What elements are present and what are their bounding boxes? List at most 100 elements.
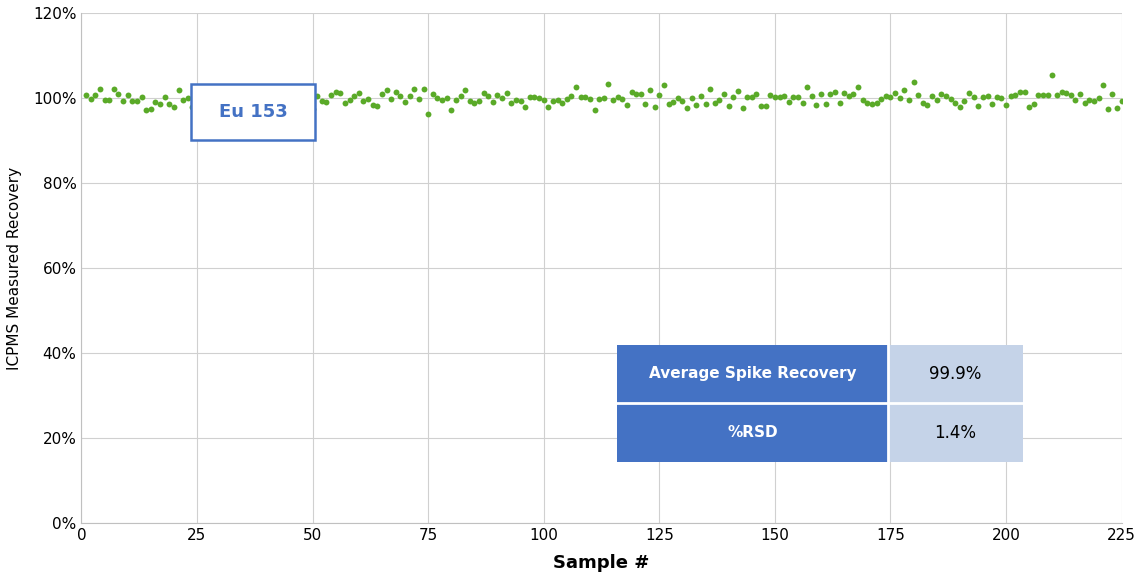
Point [890,94,909,103]
Point [553,98,572,108]
Text: %RSD: %RSD [727,425,777,440]
Point [207,97,225,107]
Point [517,102,535,112]
Point [784,93,802,102]
Text: Eu 153: Eu 153 [218,104,287,122]
Point [599,79,617,89]
Point [872,94,890,104]
Point [909,90,927,100]
Point [558,95,576,104]
Point [687,100,705,109]
Point [757,101,775,111]
Point [266,93,285,102]
Point [646,102,664,111]
Point [766,92,784,101]
Point [461,97,479,106]
Point [497,88,515,97]
Point [868,98,886,108]
Point [363,100,382,109]
Point [641,86,660,95]
Point [429,93,447,102]
Point [1066,96,1085,105]
Point [719,101,737,111]
Point [793,98,812,107]
Point [780,98,798,107]
Point [95,95,113,104]
Point [572,93,590,102]
Point [530,94,549,103]
Point [327,87,345,97]
Point [628,89,646,98]
Point [442,105,461,115]
Point [992,93,1010,102]
Point [137,105,155,115]
Point [775,91,793,101]
Point [1053,87,1071,96]
FancyBboxPatch shape [191,85,315,141]
Point [840,91,858,101]
Point [350,88,368,97]
Point [511,96,529,105]
Point [637,99,655,108]
Point [322,90,341,100]
Point [594,93,613,102]
Point [696,99,714,108]
Point [400,91,418,101]
Point [798,83,816,92]
Point [942,94,960,104]
Point [354,97,373,106]
Point [86,90,104,99]
Point [405,85,423,94]
Point [488,91,506,100]
Point [701,85,719,94]
Point [192,93,210,102]
Point [752,101,770,111]
Point [734,103,752,112]
Point [1112,97,1130,106]
Point [169,85,187,94]
Point [770,92,789,101]
Point [1024,100,1042,109]
Point [395,98,414,107]
Point [359,95,377,104]
Point [1094,80,1112,89]
Point [692,91,710,100]
Point [590,94,608,103]
Point [142,104,160,113]
Point [1085,97,1103,106]
Y-axis label: ICPMS Measured Recovery: ICPMS Measured Recovery [7,166,22,369]
Point [483,97,502,106]
Point [119,90,137,100]
Text: 99.9%: 99.9% [929,365,982,383]
Point [336,99,354,108]
Point [178,93,197,102]
Point [812,90,830,99]
Point [669,93,687,102]
Point [424,89,442,98]
Point [318,98,336,107]
Point [928,95,946,104]
Point [922,91,941,100]
Point [248,105,266,115]
Point [275,96,294,105]
Point [535,95,553,104]
Point [988,93,1006,102]
Point [705,98,724,108]
Point [965,93,983,102]
Point [114,97,133,106]
Point [479,92,497,101]
Point [1071,89,1089,98]
Point [174,95,192,104]
Point [294,87,312,97]
Point [983,99,1001,108]
Point [331,88,350,97]
Point [1062,90,1080,99]
Text: 1.4%: 1.4% [934,423,976,442]
Point [682,93,701,102]
Point [280,102,298,112]
Point [234,89,253,98]
Point [474,89,493,98]
Point [951,102,969,112]
Text: Average Spike Recovery: Average Spike Recovery [648,367,856,382]
Point [438,93,456,102]
